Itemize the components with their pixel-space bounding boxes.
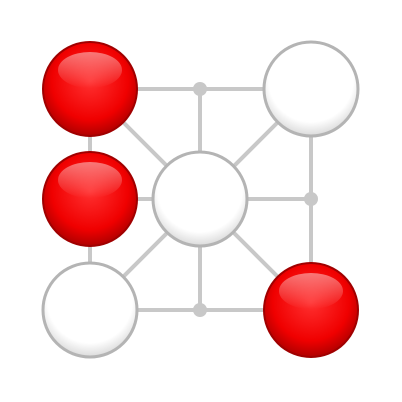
white-piece-top-right[interactable] bbox=[262, 40, 360, 138]
white-piece-bottom-left[interactable] bbox=[41, 261, 139, 359]
white-piece-center[interactable] bbox=[151, 150, 249, 248]
red-piece-bottom-right[interactable] bbox=[263, 262, 359, 358]
empty-point-top-center[interactable] bbox=[193, 82, 207, 96]
empty-points bbox=[193, 82, 318, 317]
empty-point-bottom-center[interactable] bbox=[193, 303, 207, 317]
red-piece-middle-left[interactable] bbox=[42, 151, 138, 247]
pieces bbox=[41, 40, 360, 359]
empty-point-middle-right[interactable] bbox=[304, 192, 318, 206]
red-piece-top-left[interactable] bbox=[42, 41, 138, 137]
